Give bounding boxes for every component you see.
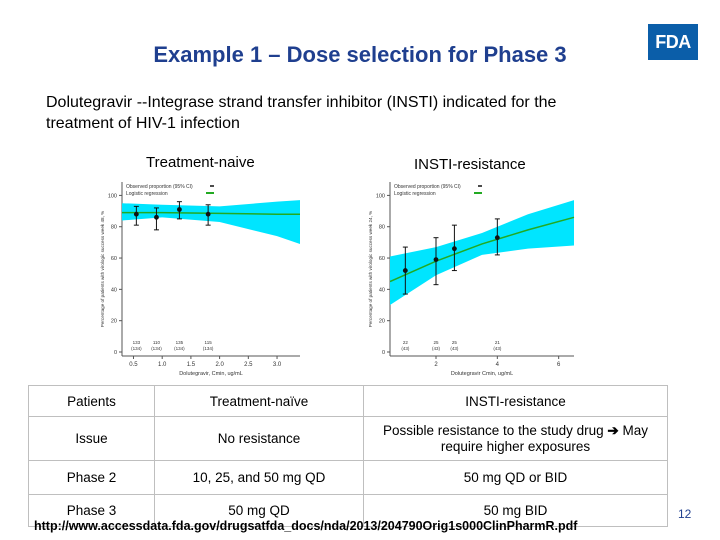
data-point — [402, 268, 408, 273]
y-tick-label: 100 — [108, 193, 117, 199]
count-label: (43) — [432, 346, 441, 351]
phase2-label: Phase 2 — [28, 460, 155, 495]
y-tick-label: 0 — [382, 350, 385, 356]
page-number: 12 — [678, 507, 692, 521]
header-treatment-naive: Treatment-naïve — [154, 385, 364, 417]
issue-resist-text: Possible resistance to the study drug — [383, 423, 604, 438]
regression-line — [389, 216, 575, 283]
count-label: (43) — [450, 346, 459, 351]
x-tick-label: 2.5 — [244, 362, 253, 368]
count-label: (134) — [151, 346, 162, 351]
x-tick-label: 6 — [557, 362, 561, 368]
count-label: 135 — [176, 340, 184, 345]
data-point — [133, 211, 139, 217]
issue-resist: Possible resistance to the study drug ➔ … — [363, 416, 668, 461]
legend-logistic: Logistic regression — [394, 191, 436, 197]
count-label: 115 — [205, 340, 213, 345]
table-row-phase2: Phase 2 10, 25, and 50 mg QD 50 mg QD or… — [28, 460, 668, 495]
plot-label-naive: Treatment-naive — [146, 154, 255, 171]
arrow-right-icon: ➔ — [607, 423, 619, 438]
slide-subtitle: Dolutegravir --Integrase strand transfer… — [46, 94, 557, 132]
x-tick-label: 3.0 — [273, 362, 282, 368]
header-patients: Patients — [28, 385, 155, 417]
x-tick-label: 2.0 — [215, 362, 224, 368]
dose-summary-table: Patients Treatment-naïve INSTI-resistanc… — [28, 385, 668, 527]
confidence-band — [390, 200, 574, 306]
phase2-resist: 50 mg QD or BID — [363, 460, 668, 495]
phase3-label: Phase 3 — [28, 494, 155, 527]
legend-logistic: Logistic regression — [126, 191, 168, 197]
y-tick-label: 0 — [114, 350, 117, 356]
x-tick-label: 0.5 — [129, 362, 138, 368]
y-tick-label: 80 — [379, 225, 385, 231]
source-link[interactable]: http://www.accessdata.fda.gov/drugsatfda… — [34, 519, 578, 533]
table-header-row: Patients Treatment-naïve INSTI-resistanc… — [28, 385, 668, 417]
table-row-issue: Issue No resistance Possible resistance … — [28, 416, 668, 461]
issue-naive: No resistance — [154, 416, 364, 461]
header-insti-resistance: INSTI-resistance — [363, 385, 668, 417]
data-point — [205, 211, 211, 217]
regression-line — [122, 211, 300, 215]
data-point — [154, 214, 159, 220]
data-point — [177, 207, 182, 212]
issue-resist-result: May require higher exposures — [440, 423, 648, 454]
y-tick-label: 60 — [379, 256, 385, 262]
plot-treatment-naive: 133(134)110(134)135(134)115(134)02040608… — [100, 182, 300, 377]
fda-logo: FDA — [648, 24, 698, 60]
y-axis-title: Percentage of patients with virologic su… — [368, 211, 373, 327]
phase3-resist: 50 mg BID — [363, 494, 668, 527]
count-label: (43) — [401, 346, 410, 351]
count-label: (134) — [174, 346, 185, 351]
y-tick-label: 40 — [111, 287, 117, 293]
issue-label: Issue — [28, 416, 155, 461]
data-point — [433, 257, 439, 263]
count-label: 133 — [133, 340, 141, 345]
x-tick-label: 4 — [496, 362, 500, 368]
x-tick-label: 2 — [434, 362, 438, 368]
y-tick-label: 20 — [111, 319, 117, 325]
count-label: (43) — [493, 346, 502, 351]
x-axis-title: Dolutegravir, Cmin, ug/mL — [179, 371, 243, 377]
count-label: 22 — [403, 340, 409, 345]
phase3-naive: 50 mg QD — [154, 494, 364, 527]
y-tick-label: 100 — [376, 193, 385, 199]
count-label: 110 — [153, 340, 161, 345]
x-axis-title: Dolutegravir Cmin, ug/mL — [451, 371, 513, 377]
data-point — [452, 246, 457, 252]
x-tick-label: 1.0 — [158, 362, 167, 368]
table-row-phase3: Phase 3 50 mg QD 50 mg BID — [28, 494, 668, 527]
legend-observed: Observed proportion (95% CI) — [126, 184, 193, 190]
count-label: 25 — [433, 340, 439, 345]
slide-title: Example 1 – Dose selection for Phase 3 — [153, 42, 567, 67]
count-label: (134) — [203, 346, 214, 351]
y-tick-label: 20 — [379, 319, 385, 325]
count-label: (134) — [131, 346, 142, 351]
count-label: 21 — [495, 340, 501, 345]
y-tick-label: 60 — [111, 256, 117, 262]
legend-observed: Observed proportion (95% CI) — [394, 184, 461, 190]
x-tick-label: 1.5 — [187, 362, 196, 368]
y-axis-title: Percentage of patients with virologic su… — [100, 211, 105, 327]
plot-label-resist: INSTI-resistance — [414, 156, 526, 173]
phase2-naive: 10, 25, and 50 mg QD — [154, 460, 364, 495]
confidence-band — [122, 200, 300, 244]
y-tick-label: 40 — [379, 287, 385, 293]
count-label: 25 — [452, 340, 458, 345]
data-point — [494, 235, 500, 241]
y-tick-label: 80 — [111, 225, 117, 231]
